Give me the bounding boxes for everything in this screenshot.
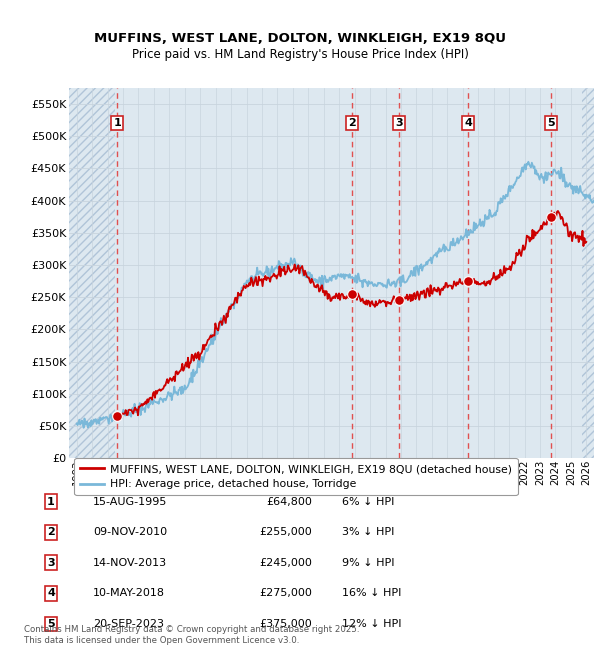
Text: 1: 1 <box>47 497 55 507</box>
Text: 4: 4 <box>47 588 55 599</box>
Text: £245,000: £245,000 <box>259 558 312 568</box>
Text: Price paid vs. HM Land Registry's House Price Index (HPI): Price paid vs. HM Land Registry's House … <box>131 48 469 61</box>
Text: 4: 4 <box>464 118 472 128</box>
Text: 09-NOV-2010: 09-NOV-2010 <box>93 527 167 538</box>
Text: £275,000: £275,000 <box>259 588 312 599</box>
Text: £375,000: £375,000 <box>259 619 312 629</box>
Text: 20-SEP-2023: 20-SEP-2023 <box>93 619 164 629</box>
Text: 10-MAY-2018: 10-MAY-2018 <box>93 588 165 599</box>
Text: 6% ↓ HPI: 6% ↓ HPI <box>342 497 394 507</box>
Text: 14-NOV-2013: 14-NOV-2013 <box>93 558 167 568</box>
Legend: MUFFINS, WEST LANE, DOLTON, WINKLEIGH, EX19 8QU (detached house), HPI: Average p: MUFFINS, WEST LANE, DOLTON, WINKLEIGH, E… <box>74 458 518 495</box>
Text: 5: 5 <box>547 118 555 128</box>
Text: 5: 5 <box>47 619 55 629</box>
Text: 3: 3 <box>395 118 403 128</box>
Text: 3: 3 <box>47 558 55 568</box>
Text: 3% ↓ HPI: 3% ↓ HPI <box>342 527 394 538</box>
Text: Contains HM Land Registry data © Crown copyright and database right 2025.
This d: Contains HM Land Registry data © Crown c… <box>24 625 359 645</box>
Text: 9% ↓ HPI: 9% ↓ HPI <box>342 558 395 568</box>
Text: 1: 1 <box>113 118 121 128</box>
Text: 12% ↓ HPI: 12% ↓ HPI <box>342 619 401 629</box>
Text: £255,000: £255,000 <box>259 527 312 538</box>
Text: 16% ↓ HPI: 16% ↓ HPI <box>342 588 401 599</box>
Text: MUFFINS, WEST LANE, DOLTON, WINKLEIGH, EX19 8QU: MUFFINS, WEST LANE, DOLTON, WINKLEIGH, E… <box>94 32 506 46</box>
Text: 15-AUG-1995: 15-AUG-1995 <box>93 497 167 507</box>
Text: 2: 2 <box>47 527 55 538</box>
Text: £64,800: £64,800 <box>266 497 312 507</box>
Text: 2: 2 <box>349 118 356 128</box>
